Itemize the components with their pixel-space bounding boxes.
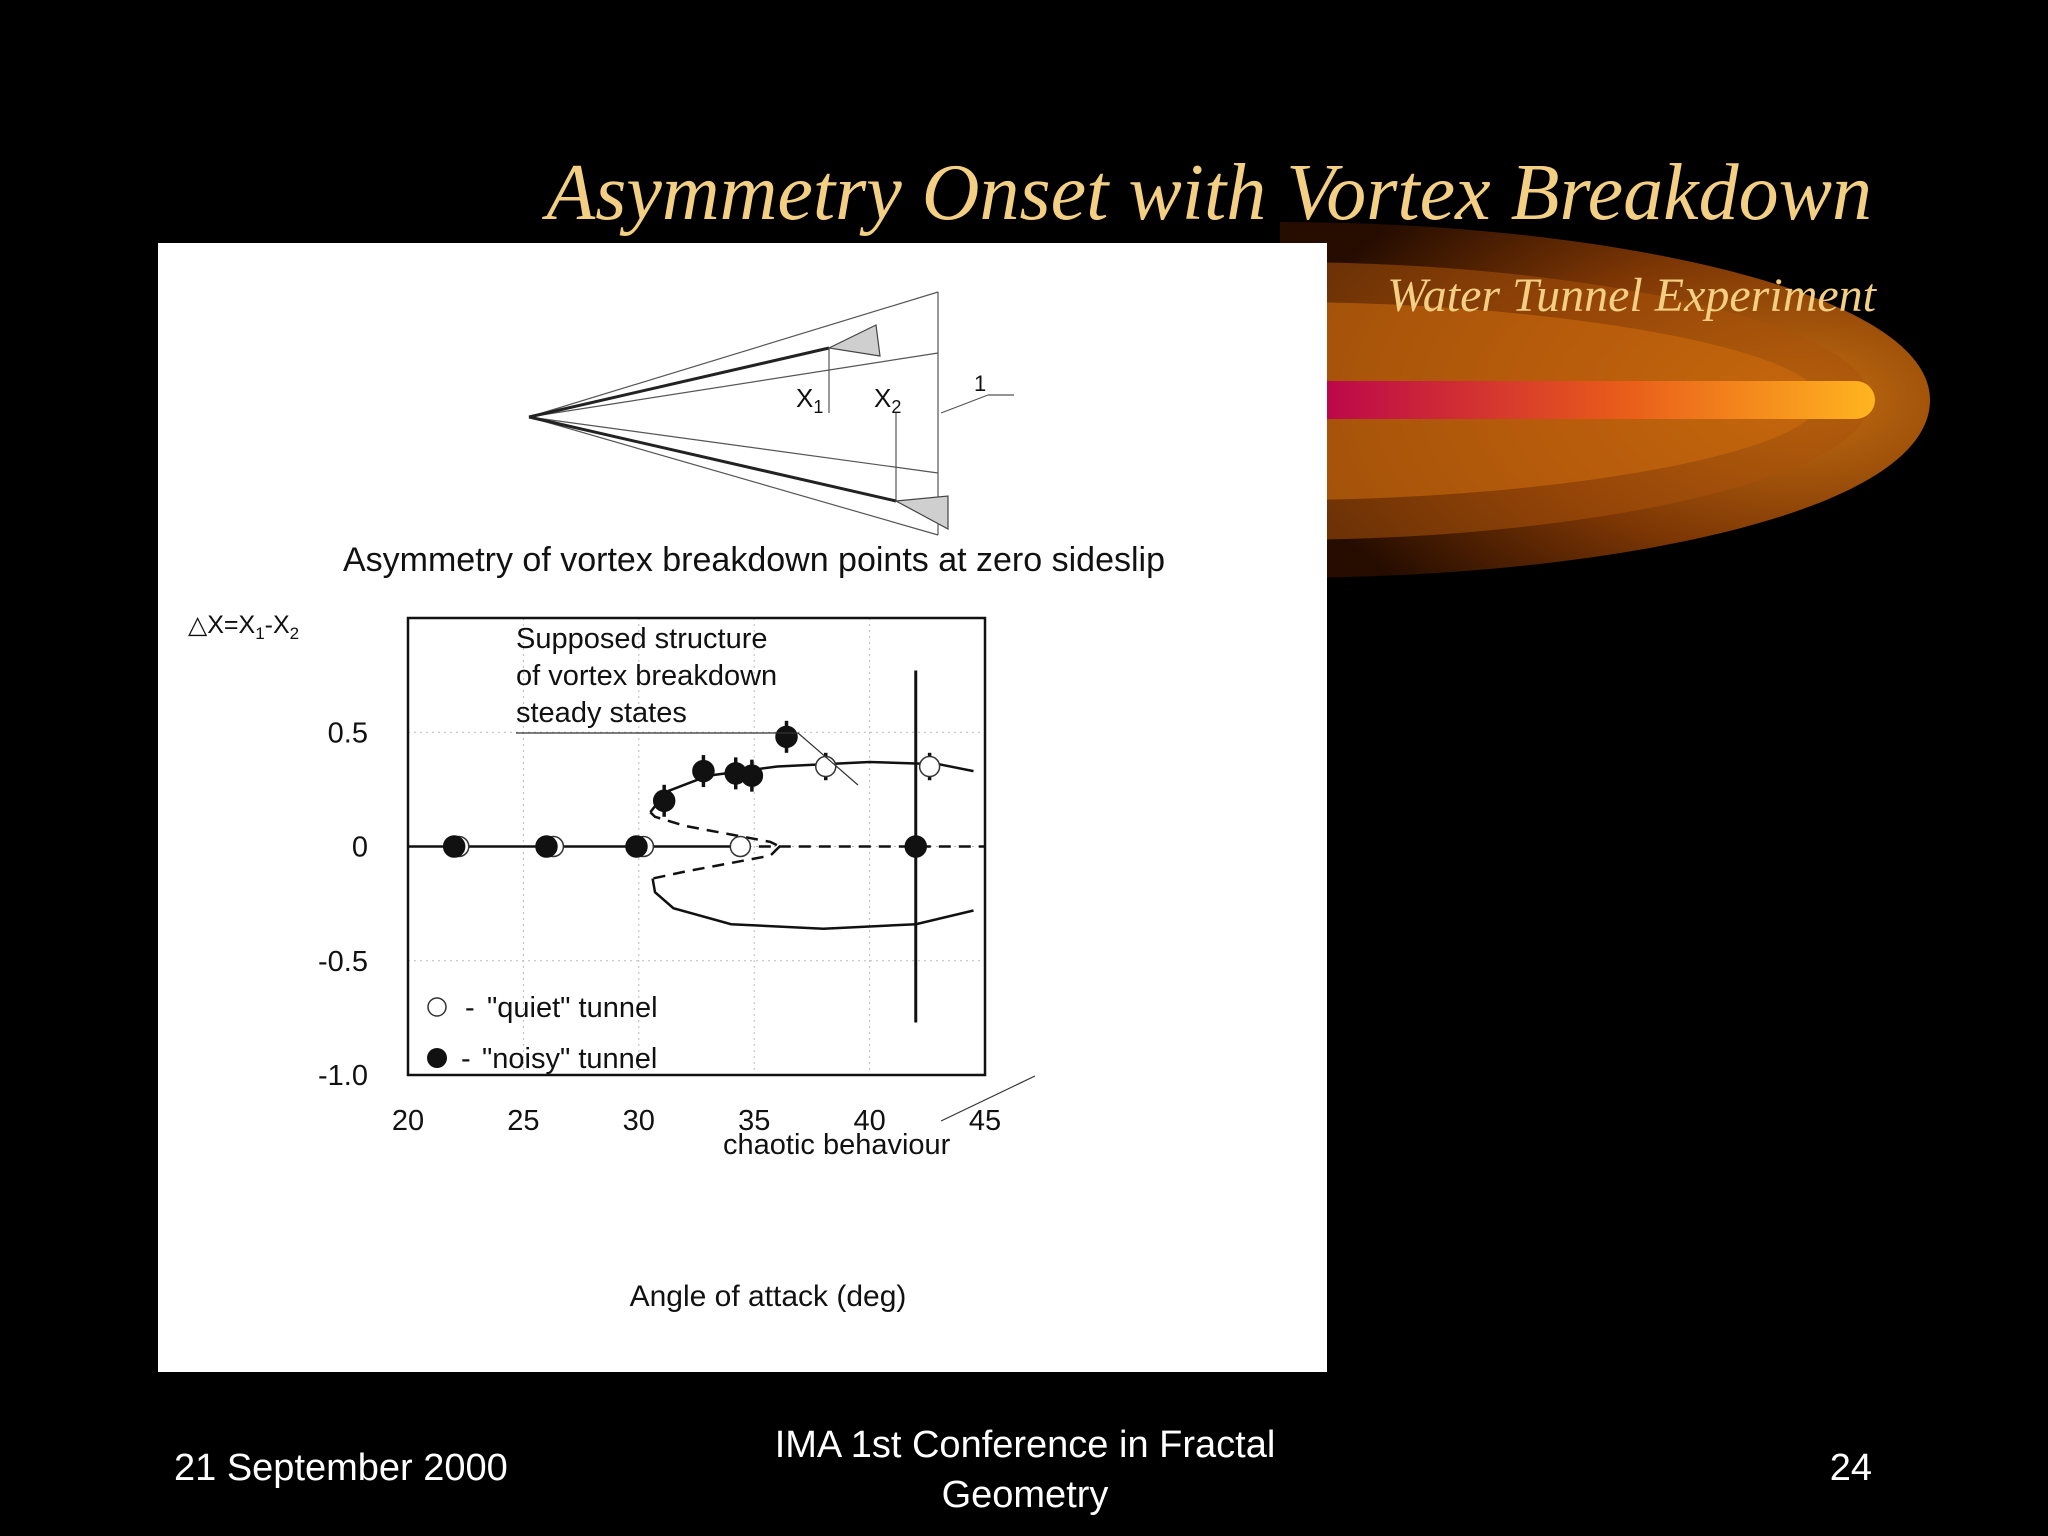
legend-dash-noisy: - [461,1043,471,1075]
y-label-part2: -X [265,611,290,639]
noisy-tunnel-point [904,835,928,858]
annotation-line-3: steady states [516,697,687,729]
x-tick-label: 20 [392,1105,424,1137]
y-tick-label: 0.5 [328,717,368,749]
x-tick-label: 30 [623,1105,655,1137]
annotation-leader-2 [940,1075,1036,1122]
x-tick-label: 25 [507,1105,539,1137]
footer-date: 21 September 2000 [174,1447,508,1489]
noisy-tunnel-point [775,725,798,749]
axis-ticks: 20 25 30 35 40 45 0.5 0 -0.5 -1.0 [318,717,1001,1137]
figure-svg: X1 X2 1 Asymmetry of vortex breakdown po… [188,291,1165,1313]
noisy-tunnel-point [625,835,648,858]
annotation-leader-1 [516,732,859,786]
x-tick-label: 35 [738,1105,770,1137]
x-tick-label: 40 [853,1105,885,1137]
y-label-sub1: 1 [255,624,264,643]
steady-state-curves [408,670,985,1023]
y-label-sub2: 2 [290,624,299,643]
legend-marker-noisy [427,1048,447,1068]
noisy-tunnel-point [692,759,715,783]
lower-branch-stable [651,878,974,931]
annotation-chaotic: chaotic behaviour [723,1129,951,1161]
schematic-label-1: 1 [974,371,986,396]
y-tick-label: 0 [352,832,368,864]
footer-conference: IMA 1st Conference in Fractal Geometry [774,1424,1276,1516]
lower-branch-unstable [652,845,781,880]
y-label-part1: △X=X [188,611,256,639]
legend-dash-quiet: - [465,992,475,1024]
y-tick-label: -1.0 [318,1060,368,1092]
noisy-tunnel-point [535,835,558,858]
upper-branch-unstable [649,811,781,848]
x1-subscript: 1 [813,397,823,417]
comet-swoosh [1280,222,1930,578]
legend: - "quiet" tunnel - "noisy" tunnel [427,992,658,1075]
legend-label-quiet: "quiet" tunnel [487,992,658,1024]
chart-title: Asymmetry of vortex breakdown points at … [343,541,1165,579]
y-tick-label: -0.5 [318,946,368,978]
x2-subscript: 2 [891,397,901,417]
x-axis-label: Angle of attack (deg) [630,1280,907,1313]
y-axis-label: △X=X1-X2 [188,611,299,643]
annotation-line-2: of vortex breakdown [516,660,777,692]
wing-schematic [528,291,1014,536]
x2-letter: X [874,383,891,413]
figure-panel: X1 X2 1 Asymmetry of vortex breakdown po… [158,243,1327,1372]
schematic-label-x2: X2 [874,383,901,417]
legend-label-noisy: "noisy" tunnel [482,1043,657,1075]
noisy-tunnel-point [652,789,676,813]
x1-letter: X [796,383,813,413]
annotation-supposed-structure: Supposed structure of vortex breakdown s… [516,623,785,729]
quiet-tunnel-point [918,755,941,778]
x-tick-label: 45 [969,1105,1001,1137]
quiet-tunnel-point [729,835,752,858]
schematic-label-x1: X1 [796,383,823,417]
plot-area [406,616,987,1077]
noisy-tunnel-point [442,835,466,858]
noisy-tunnel-point [740,764,764,787]
annotation-line-1: Supposed structure [516,623,767,655]
slide-subtitle: Water Tunnel Experiment [1387,269,1876,322]
legend-marker-quiet [427,997,447,1017]
data-markers [442,720,941,858]
slide-title: Asymmetry Onset with Vortex Breakdown [546,149,1872,237]
quiet-tunnel-point [814,755,837,778]
footer-page-number: 24 [1829,1447,1872,1489]
